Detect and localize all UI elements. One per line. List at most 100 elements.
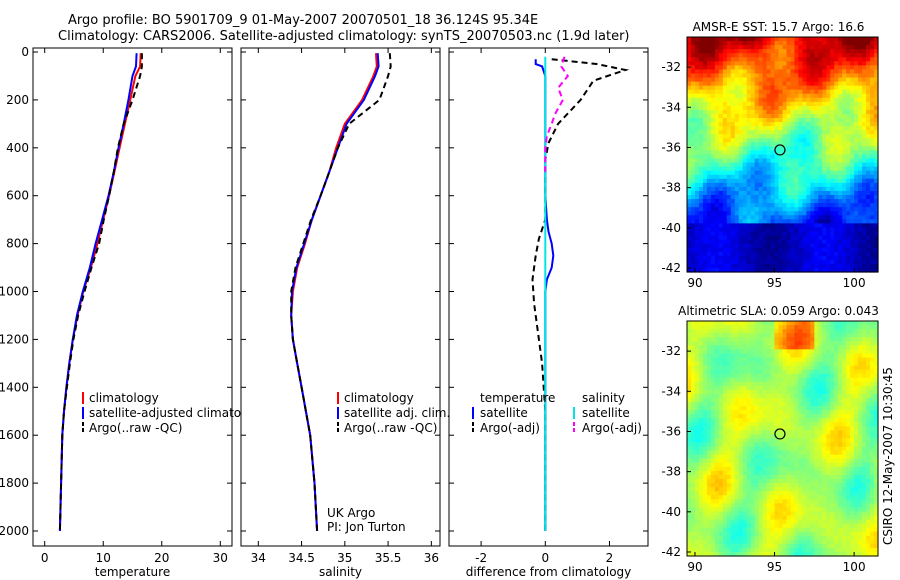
heatmap-cell <box>778 211 784 216</box>
heatmap-cell <box>874 182 879 188</box>
heatmap-cell <box>702 333 708 338</box>
heatmap-cell <box>802 263 807 269</box>
heatmap-cell <box>874 154 879 160</box>
heatmap-cell <box>806 259 811 265</box>
heatmap-cell <box>782 207 788 212</box>
heatmap-cell <box>726 259 732 265</box>
heatmap-cell <box>702 231 708 237</box>
heatmap-cell <box>830 223 835 229</box>
heatmap-cell <box>690 385 696 391</box>
heatmap-cell <box>810 235 815 241</box>
heatmap-cell <box>726 454 732 460</box>
heatmap-cell <box>722 57 728 62</box>
heatmap-cell <box>750 365 756 371</box>
heatmap-cell <box>794 406 800 411</box>
heatmap-cell <box>862 349 867 355</box>
heatmap-cell <box>822 450 827 456</box>
heatmap-cell <box>738 239 744 245</box>
heatmap-cell <box>738 166 744 172</box>
heatmap-cell <box>826 162 831 168</box>
heatmap-cell <box>706 45 712 50</box>
heatmap-cell <box>754 150 760 156</box>
heatmap-cell <box>830 105 835 111</box>
heatmap-cell <box>842 377 847 383</box>
heatmap-cell <box>814 422 819 427</box>
heatmap-cell <box>702 170 708 176</box>
heatmap-cell <box>782 85 788 91</box>
heatmap-cell <box>802 402 807 407</box>
heatmap-cell <box>850 325 855 330</box>
heatmap-cell <box>802 450 807 456</box>
heatmap-cell <box>850 438 855 444</box>
heatmap-cell <box>722 243 728 249</box>
heatmap-cell <box>694 414 700 419</box>
temperature-xtick-label: 30 <box>213 551 228 565</box>
heatmap-cell <box>778 321 784 326</box>
heatmap-cell <box>858 466 863 472</box>
heatmap-cell <box>694 243 700 249</box>
heatmap-cell <box>802 369 807 375</box>
heatmap-cell <box>830 65 835 71</box>
heatmap-cell <box>758 190 764 196</box>
heatmap-cell <box>834 142 839 147</box>
heatmap-cell <box>782 458 788 464</box>
heatmap-cell <box>742 170 748 176</box>
heatmap-cell <box>862 333 867 338</box>
heatmap-cell <box>822 255 827 261</box>
heatmap-cell <box>706 138 712 143</box>
heatmap-cell <box>850 45 855 50</box>
heatmap-cell <box>838 430 843 436</box>
heatmap-cell <box>818 126 823 131</box>
heatmap-cell <box>830 77 835 83</box>
heatmap-cell <box>754 122 760 127</box>
heatmap-cell <box>862 337 867 342</box>
heatmap-cell <box>782 158 788 164</box>
heatmap-cell <box>810 203 815 208</box>
heatmap-cell <box>870 255 875 261</box>
heatmap-cell <box>782 162 788 168</box>
heatmap-cell <box>834 126 839 131</box>
heatmap-cell <box>762 203 768 208</box>
heatmap-cell <box>846 438 851 444</box>
heatmap-cell <box>818 357 823 363</box>
heatmap-cell <box>702 406 708 411</box>
heatmap-cell <box>866 235 871 241</box>
heatmap-cell <box>866 69 871 75</box>
heatmap-cell <box>810 207 815 212</box>
heatmap-cell <box>798 69 803 75</box>
heatmap-cell <box>738 41 744 46</box>
heatmap-cell <box>746 243 752 249</box>
heatmap-cell <box>718 93 724 99</box>
heatmap-cell <box>718 259 724 265</box>
heatmap-cell <box>710 170 716 176</box>
heatmap-cell <box>834 69 839 75</box>
heatmap-cell <box>866 158 871 164</box>
heatmap-cell <box>798 126 803 131</box>
heatmap-cell <box>866 227 871 233</box>
heatmap-cell <box>806 487 811 492</box>
heatmap-cell <box>754 426 760 431</box>
heatmap-cell <box>834 365 839 371</box>
heatmap-cell <box>718 430 724 436</box>
heatmap-cell <box>822 37 827 42</box>
heatmap-cell <box>806 57 811 62</box>
heatmap-cell <box>858 434 863 440</box>
heatmap-cell <box>766 321 772 326</box>
heatmap-cell <box>838 186 843 192</box>
heatmap-cell <box>742 138 748 143</box>
heatmap-cell <box>786 235 792 241</box>
heatmap-cell <box>762 349 768 355</box>
heatmap-cell <box>742 65 748 71</box>
heatmap-cell <box>726 45 732 50</box>
heatmap-cell <box>794 195 800 200</box>
heatmap-cell <box>786 251 792 257</box>
heatmap-cell <box>754 118 760 123</box>
heatmap-cell <box>726 393 732 399</box>
heatmap-cell <box>750 101 756 107</box>
heatmap-cell <box>862 442 867 448</box>
heatmap-cell <box>730 438 736 444</box>
heatmap-cell <box>818 57 823 62</box>
heatmap-cell <box>687 81 692 87</box>
heatmap-cell <box>698 37 704 42</box>
heatmap-cell <box>786 174 792 180</box>
